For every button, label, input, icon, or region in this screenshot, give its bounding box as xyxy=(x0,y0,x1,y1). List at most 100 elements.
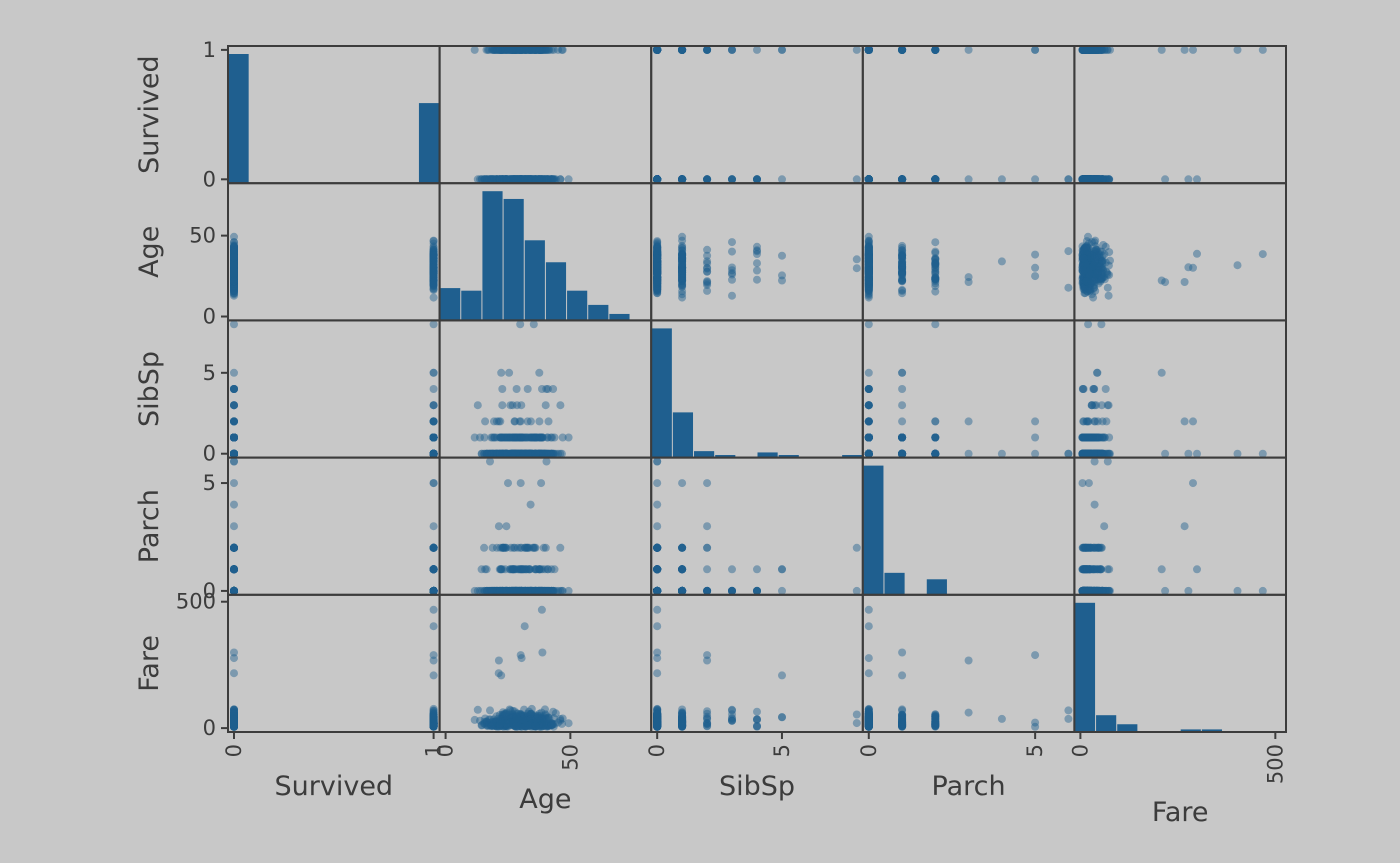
scatter-point xyxy=(653,175,662,184)
scatter-point xyxy=(778,45,786,54)
scatter-point xyxy=(653,45,662,54)
scatter-point xyxy=(556,175,565,184)
scatter-point xyxy=(653,45,662,54)
scatter-point xyxy=(653,45,662,54)
scatter-point xyxy=(503,45,512,54)
scatter-point xyxy=(653,175,662,184)
scatter-point xyxy=(496,175,505,184)
scatter-point xyxy=(653,175,662,184)
scatter-point xyxy=(519,45,528,54)
scatter-point xyxy=(537,45,546,54)
scatter-point xyxy=(514,45,523,54)
scatter-point xyxy=(523,385,532,393)
scatter-point xyxy=(505,368,514,377)
panel-sibsp-vs-parch xyxy=(861,319,1076,459)
scatter-point xyxy=(653,175,662,184)
scatter-point xyxy=(527,175,536,184)
scatter-point xyxy=(653,175,662,184)
scatter-point xyxy=(653,175,662,184)
scatter-point xyxy=(482,45,491,54)
scatter-point xyxy=(429,254,438,263)
scatter-point xyxy=(653,175,662,184)
scatter-point xyxy=(509,175,518,184)
scatter-point xyxy=(528,45,537,54)
scatter-point xyxy=(653,175,662,184)
scatter-point xyxy=(531,45,540,54)
scatter-point xyxy=(508,175,517,184)
scatter-point xyxy=(653,175,662,184)
scatter-point xyxy=(530,175,539,184)
scatter-point xyxy=(1098,269,1107,278)
scatter-point xyxy=(523,175,531,184)
scatter-point xyxy=(1083,287,1092,296)
scatter-point xyxy=(1258,250,1267,259)
scatter-point xyxy=(678,175,687,184)
scatter-point xyxy=(653,175,662,184)
scatter-point xyxy=(1079,175,1088,184)
scatter-point xyxy=(678,175,687,184)
scatter-point xyxy=(541,175,549,184)
scatter-point xyxy=(653,45,662,54)
scatter-point xyxy=(487,175,496,184)
scatter-point xyxy=(508,449,517,458)
scatter-point xyxy=(540,175,549,184)
scatter-point xyxy=(492,175,501,184)
scatter-point xyxy=(230,262,238,271)
scatter-point xyxy=(898,262,907,271)
scatter-point xyxy=(523,175,532,184)
scatter-point xyxy=(653,175,662,184)
scatter-point xyxy=(653,175,662,184)
scatter-point xyxy=(653,175,662,184)
scatter-point xyxy=(703,175,712,184)
scatter-point xyxy=(653,175,662,184)
scatter-point xyxy=(477,175,486,184)
scatter-point xyxy=(653,45,662,54)
scatter-point xyxy=(529,320,538,329)
scatter-point xyxy=(703,175,712,184)
scatter-point xyxy=(653,175,662,184)
scatter-point xyxy=(678,45,687,54)
scatter-point xyxy=(512,175,521,184)
scatter-point xyxy=(653,45,662,54)
scatter-point xyxy=(852,175,861,184)
scatter-point xyxy=(544,175,553,184)
scatter-point xyxy=(499,175,508,184)
scatter-point xyxy=(653,175,662,184)
scatter-point xyxy=(509,45,518,54)
histogram-bar-age xyxy=(524,240,545,321)
scatter-point xyxy=(653,45,662,54)
scatter-point xyxy=(1079,266,1088,275)
scatter-point xyxy=(492,45,501,54)
scatter-point xyxy=(529,175,538,184)
scatter-point xyxy=(703,175,712,184)
scatter-point xyxy=(653,45,662,54)
scatter-point xyxy=(523,175,532,184)
scatter-point xyxy=(1090,385,1099,393)
scatter-point xyxy=(703,45,712,54)
scatter-point xyxy=(864,449,873,458)
scatter-point xyxy=(898,253,907,262)
histogram-bar-age xyxy=(440,288,461,321)
scatter-point xyxy=(501,175,510,184)
scatter-point xyxy=(678,232,687,241)
scatter-point xyxy=(506,45,515,54)
scatter-point xyxy=(678,175,687,184)
scatter-point xyxy=(653,175,662,184)
scatter-point xyxy=(678,175,687,184)
scatter-point xyxy=(520,175,529,184)
panel-age-vs-sibsp xyxy=(650,182,864,322)
scatter-point xyxy=(515,175,523,184)
scatter-point xyxy=(753,259,761,268)
scatter-point xyxy=(501,175,510,184)
histogram-bar-survived xyxy=(228,54,249,184)
scatter-point xyxy=(527,175,536,184)
scatter-point xyxy=(512,45,521,54)
scatter-point xyxy=(507,45,516,54)
scatter-point xyxy=(527,45,536,54)
scatter-point xyxy=(678,45,687,54)
scatter-point xyxy=(495,175,504,184)
scatter-point xyxy=(523,45,531,54)
scatter-point xyxy=(653,175,662,184)
scatter-point xyxy=(703,286,712,295)
scatter-point xyxy=(653,175,662,184)
